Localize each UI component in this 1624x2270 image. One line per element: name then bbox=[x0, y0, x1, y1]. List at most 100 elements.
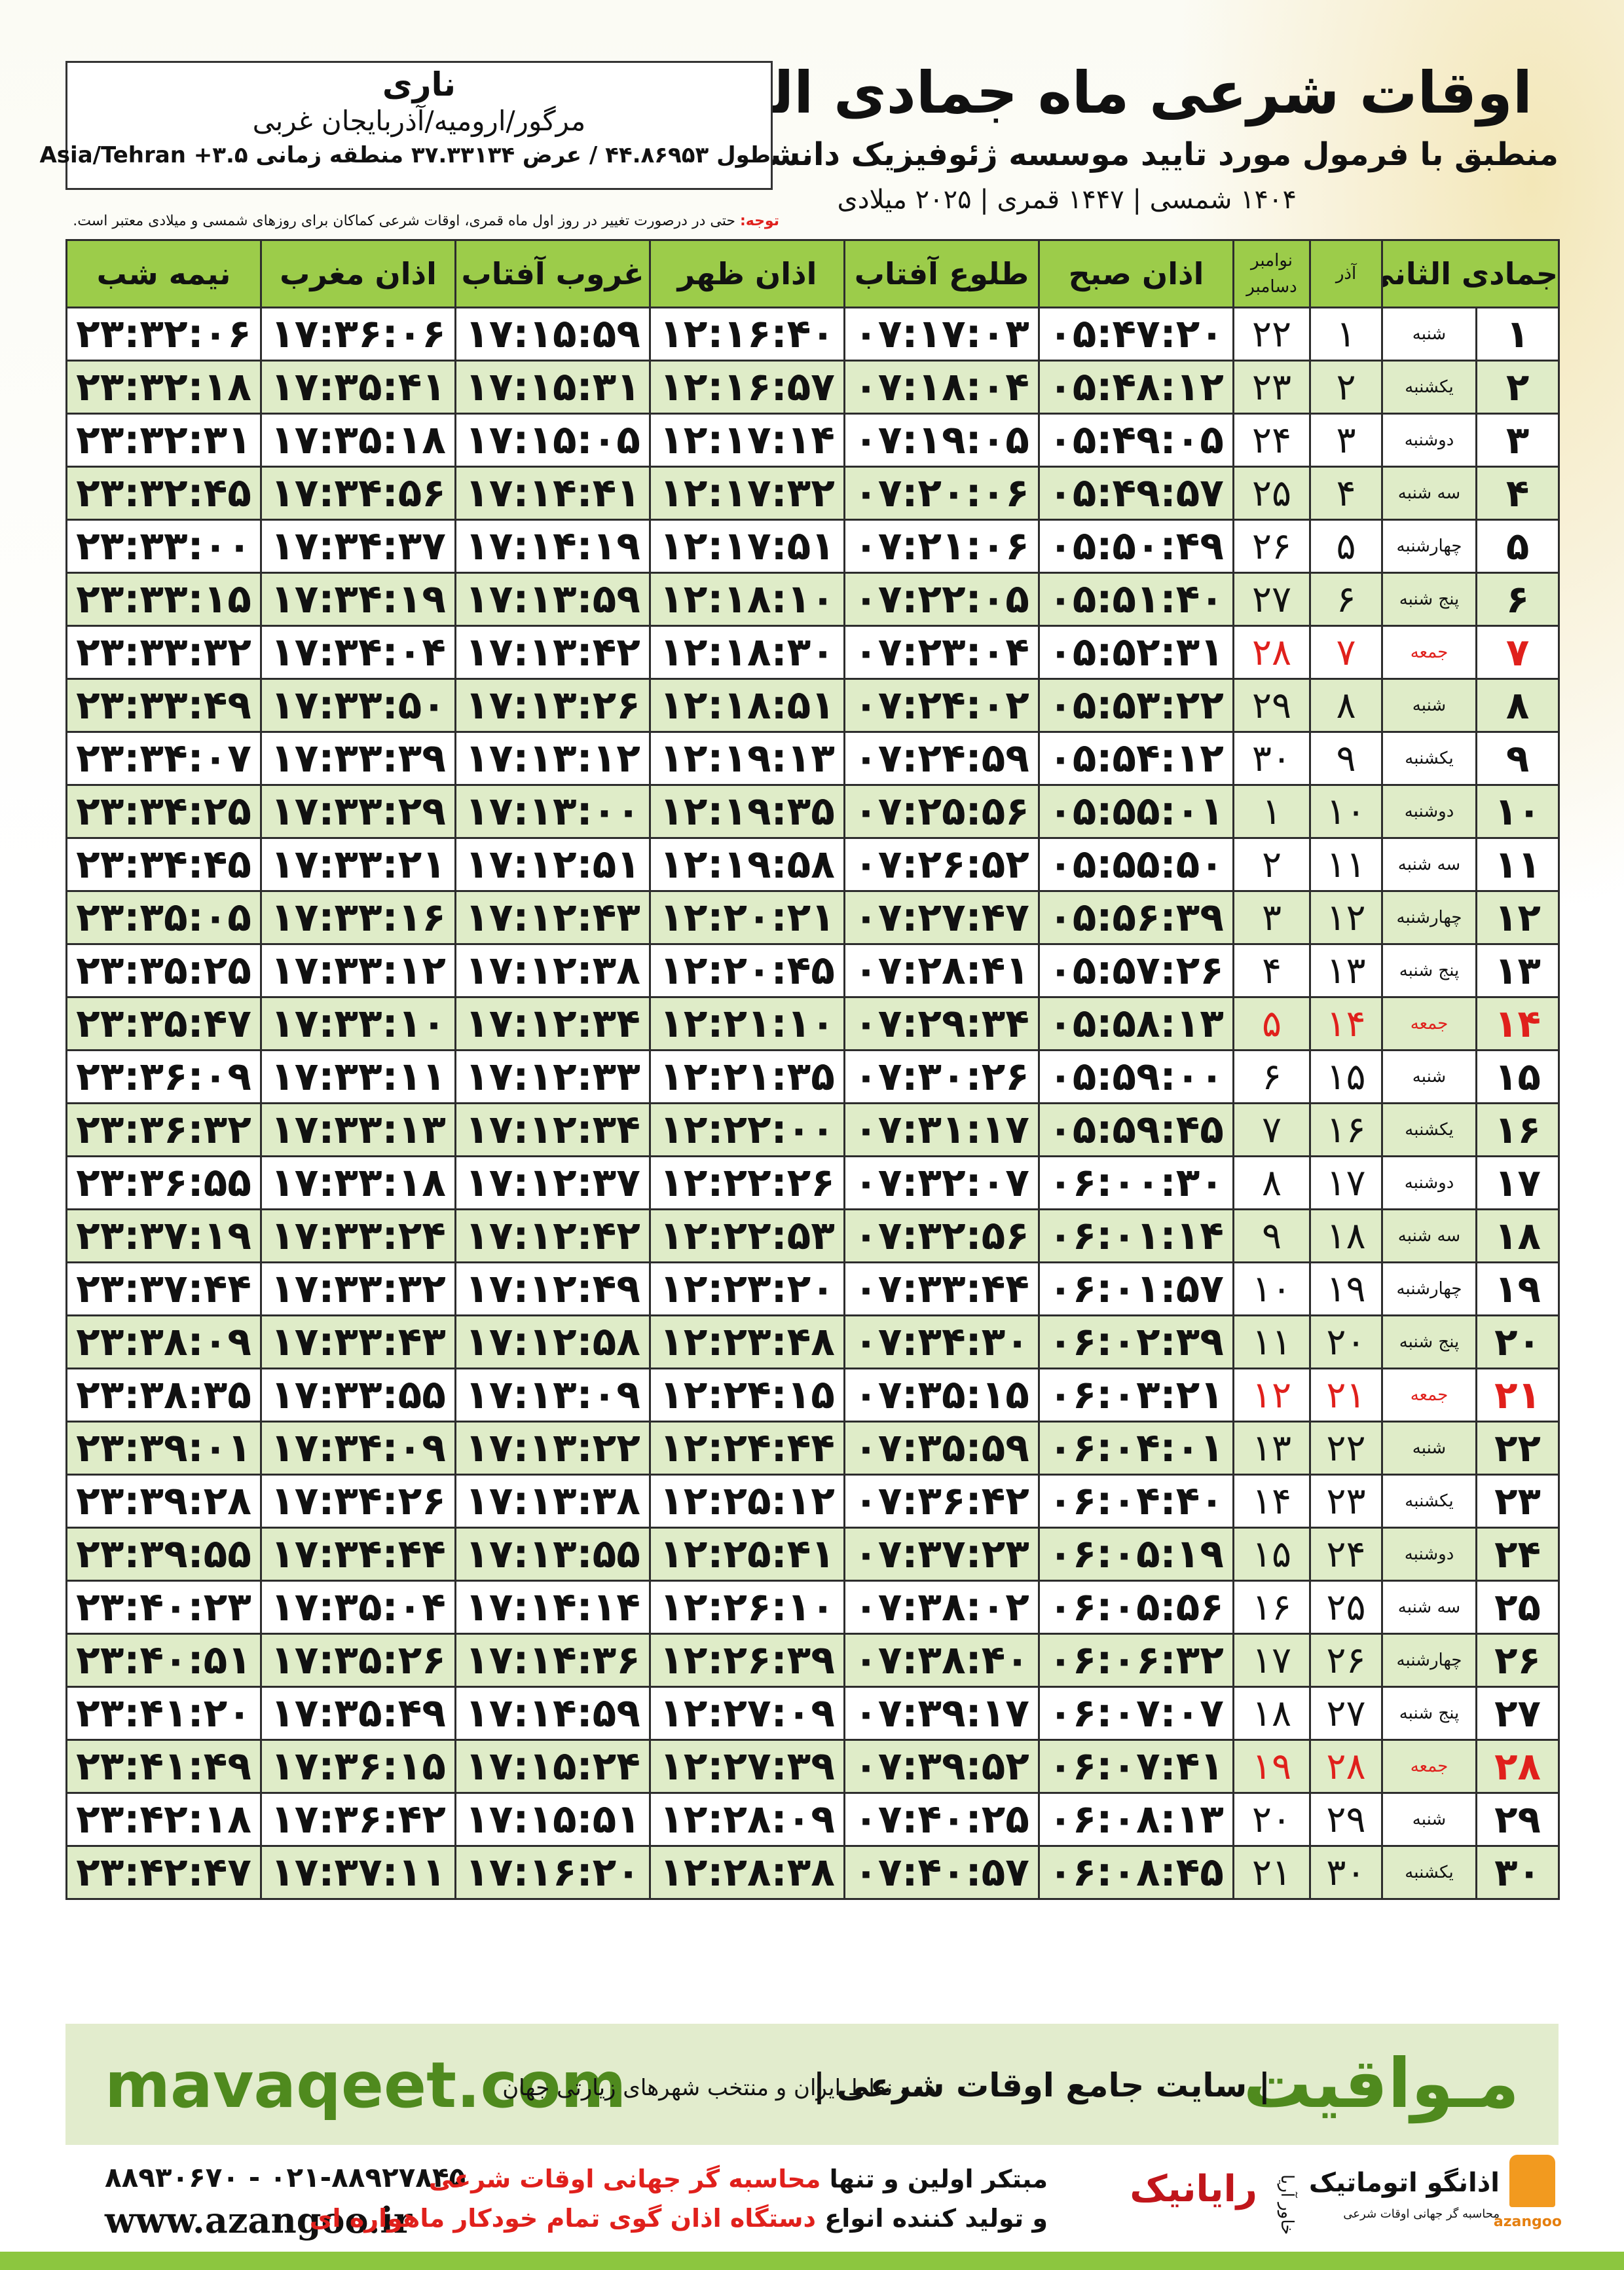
table-row: ۱ شنبه ۱ ۲۲ ۰۵:۴۷:۲۰ ۰۷:۱۷:۰۳ ۱۲:۱۶:۴۰ ۱۷:۱۵:۵۹… bbox=[65, 307, 1560, 362]
location-region: مرگور/ارومیه/آذربایجان غربی bbox=[252, 105, 586, 137]
azar-day: ۱ bbox=[1309, 307, 1383, 362]
time: ۲۳:۳۴:۰۷ bbox=[65, 731, 262, 786]
time: ۲۳:۳۹:۰۱ bbox=[65, 1421, 262, 1476]
banner-brand: مـواقیت bbox=[1243, 2043, 1519, 2123]
banner bbox=[65, 2024, 1559, 2145]
weekday: شنبه bbox=[1380, 1049, 1478, 1104]
gregorian-day: ۳ bbox=[1232, 890, 1311, 945]
time: ۲۳:۴۲:۴۷ bbox=[65, 1845, 262, 1900]
gregorian-day: ۲۷ bbox=[1232, 572, 1311, 627]
table-row: ۲ یکشنبه ۲ ۲۳ ۰۵:۴۸:۱۲ ۰۷:۱۸:۰۴ ۱۲:۱۶:۵۷ ۱۷:۱۵:… bbox=[65, 360, 1560, 415]
time: ۲۳:۳۵:۴۷ bbox=[65, 996, 262, 1051]
time: ۱۷:۳۴:۵۶ bbox=[260, 466, 456, 521]
gregorian-day: ۲۴ bbox=[1232, 413, 1311, 468]
gregorian-day: ۱۷ bbox=[1232, 1633, 1311, 1688]
logo: azangoo bbox=[1493, 2214, 1562, 2230]
hijri-day: ۱۰ bbox=[1475, 784, 1560, 839]
logo: رایانیک bbox=[1130, 2168, 1257, 2210]
time: ۰۶:۰۵:۵۶ bbox=[1038, 1580, 1234, 1635]
time: ۲۳:۳۷:۴۴ bbox=[65, 1261, 262, 1316]
azar-day: ۲۹ bbox=[1309, 1792, 1383, 1847]
azar-day: ۹ bbox=[1309, 731, 1383, 786]
time: ۱۷:۳۵:۲۶ bbox=[260, 1633, 456, 1688]
gregorian-day: ۱۰ bbox=[1232, 1261, 1311, 1316]
time: ۱۷:۳۴:۴۴ bbox=[260, 1527, 456, 1582]
time: ۱۷:۳۳:۱۱ bbox=[260, 1049, 456, 1104]
time: ۰۷:۲۸:۴۱ bbox=[843, 943, 1040, 998]
weekday: چهارشنبه bbox=[1380, 519, 1478, 574]
time: ۰۶:۰۸:۴۵ bbox=[1038, 1845, 1234, 1900]
time: ۲۳:۴۰:۲۳ bbox=[65, 1580, 262, 1635]
time: ۱۷:۱۴:۴۱ bbox=[454, 466, 651, 521]
time: ۱۲:۱۹:۳۵ bbox=[649, 784, 845, 839]
weekday: پنج شنبه bbox=[1380, 1686, 1478, 1741]
weekday: دوشنبه bbox=[1380, 784, 1478, 839]
gregorian-day: ۲۹ bbox=[1232, 678, 1311, 733]
time: ۲۳:۳۴:۴۵ bbox=[65, 837, 262, 892]
hijri-day: ۱ bbox=[1475, 307, 1560, 362]
time: ۱۲:۲۵:۱۲ bbox=[649, 1474, 845, 1529]
time: ۱۷:۳۴:۲۶ bbox=[260, 1474, 456, 1529]
time: ۰۵:۵۷:۲۶ bbox=[1038, 943, 1234, 998]
footer-text: دستگاه اذان گوی تمام خودکار ماهواره ای bbox=[309, 2204, 817, 2233]
hijri-day: ۱۹ bbox=[1475, 1261, 1560, 1316]
time: ۱۷:۱۳:۰۹ bbox=[454, 1368, 651, 1423]
time: ۰۶:۰۳:۲۱ bbox=[1038, 1368, 1234, 1423]
time: ۲۳:۳۲:۳۱ bbox=[65, 413, 262, 468]
footer-line: و تولید کننده انواع دستگاه اذان گوی تمام… bbox=[310, 2204, 1048, 2233]
gregorian-day: ۲ bbox=[1232, 837, 1311, 892]
time: ۱۷:۱۲:۳۴ bbox=[454, 996, 651, 1051]
time: ۱۷:۱۴:۳۶ bbox=[454, 1633, 651, 1688]
time: ۰۷:۲۵:۵۶ bbox=[843, 784, 1040, 839]
time: ۰۷:۱۸:۰۴ bbox=[843, 360, 1040, 415]
azar-day: ۲ bbox=[1309, 360, 1383, 415]
table-row: ۲۶ چهارشنبه ۲۶ ۱۷ ۰۶:۰۶:۳۲ ۰۷:۳۸:۴۰ ۱۲:۲۶:۳۹ ۱۷… bbox=[65, 1633, 1560, 1688]
time: ۱۷:۳۵:۴۱ bbox=[260, 360, 456, 415]
time: ۰۷:۲۲:۰۵ bbox=[843, 572, 1040, 627]
time: ۰۵:۴۹:۵۷ bbox=[1038, 466, 1234, 521]
time: ۱۲:۲۴:۱۵ bbox=[649, 1368, 845, 1423]
gregorian-day: ۲۱ bbox=[1232, 1845, 1311, 1900]
time: ۰۵:۴۷:۲۰ bbox=[1038, 307, 1234, 362]
time: ۲۳:۳۶:۵۵ bbox=[65, 1155, 262, 1210]
time: ۱۷:۱۳:۴۲ bbox=[454, 625, 651, 680]
time: ۱۷:۱۵:۳۱ bbox=[454, 360, 651, 415]
time: ۰۵:۵۱:۴۰ bbox=[1038, 572, 1234, 627]
azar-day: ۴ bbox=[1309, 466, 1383, 521]
azar-day: ۲۳ bbox=[1309, 1474, 1383, 1529]
weekday: پنج شنبه bbox=[1380, 943, 1478, 998]
time: ۱۲:۲۲:۲۶ bbox=[649, 1155, 845, 1210]
gregorian-day: ۱۴ bbox=[1232, 1474, 1311, 1529]
time: ۱۲:۲۱:۱۰ bbox=[649, 996, 845, 1051]
gregorian-day: ۱۵ bbox=[1232, 1527, 1311, 1582]
gregorian-day: ۲۲ bbox=[1232, 307, 1311, 362]
time: ۱۷:۳۶:۴۲ bbox=[260, 1792, 456, 1847]
time: ۱۷:۳۳:۱۲ bbox=[260, 943, 456, 998]
time: ۱۷:۱۵:۵۹ bbox=[454, 307, 651, 362]
time: ۰۷:۲۴:۵۹ bbox=[843, 731, 1040, 786]
time: ۰۵:۴۸:۱۲ bbox=[1038, 360, 1234, 415]
time: ۰۷:۳۲:۵۶ bbox=[843, 1208, 1040, 1263]
time: ۱۲:۱۶:۵۷ bbox=[649, 360, 845, 415]
time: ۲۳:۳۶:۰۹ bbox=[65, 1049, 262, 1104]
table-row: ۵ چهارشنبه ۵ ۲۶ ۰۵:۵۰:۴۹ ۰۷:۲۱:۰۶ ۱۲:۱۷:۵۱ ۱۷:۱… bbox=[65, 519, 1560, 574]
table-row: ۲۵ سه شنبه ۲۵ ۱۶ ۰۶:۰۵:۵۶ ۰۷:۳۸:۰۲ ۱۲:۲۶:۱۰ ۱۷:… bbox=[65, 1580, 1560, 1635]
time: ۰۶:۰۷:۴۱ bbox=[1038, 1739, 1234, 1794]
hijri-day: ۹ bbox=[1475, 731, 1560, 786]
azar-day: ۵ bbox=[1309, 519, 1383, 574]
azar-day: ۳ bbox=[1309, 413, 1383, 468]
note-label: توجه: bbox=[739, 213, 779, 229]
time: ۱۷:۳۳:۱۰ bbox=[260, 996, 456, 1051]
table-row: ۱۹ چهارشنبه ۱۹ ۱۰ ۰۶:۰۱:۵۷ ۰۷:۳۳:۴۴ ۱۲:۲۳:۲۰ ۱۷… bbox=[65, 1261, 1560, 1316]
time: ۲۳:۳۸:۰۹ bbox=[65, 1314, 262, 1369]
gregorian-day: ۲۰ bbox=[1232, 1792, 1311, 1847]
time: ۰۶:۰۵:۱۹ bbox=[1038, 1527, 1234, 1582]
time: ۰۷:۳۳:۴۴ bbox=[843, 1261, 1040, 1316]
time: ۰۷:۳۴:۳۰ bbox=[843, 1314, 1040, 1369]
prayer-table: جمادی الثانی آذر نوامبر دسامبر اذان صبح طل… bbox=[65, 239, 1560, 1900]
hijri-day: ۲۷ bbox=[1475, 1686, 1560, 1741]
location-name: ناری bbox=[382, 65, 456, 103]
time: ۰۷:۲۹:۳۴ bbox=[843, 996, 1040, 1051]
hijri-day: ۱۳ bbox=[1475, 943, 1560, 998]
time: ۱۲:۲۲:۰۰ bbox=[649, 1102, 845, 1157]
